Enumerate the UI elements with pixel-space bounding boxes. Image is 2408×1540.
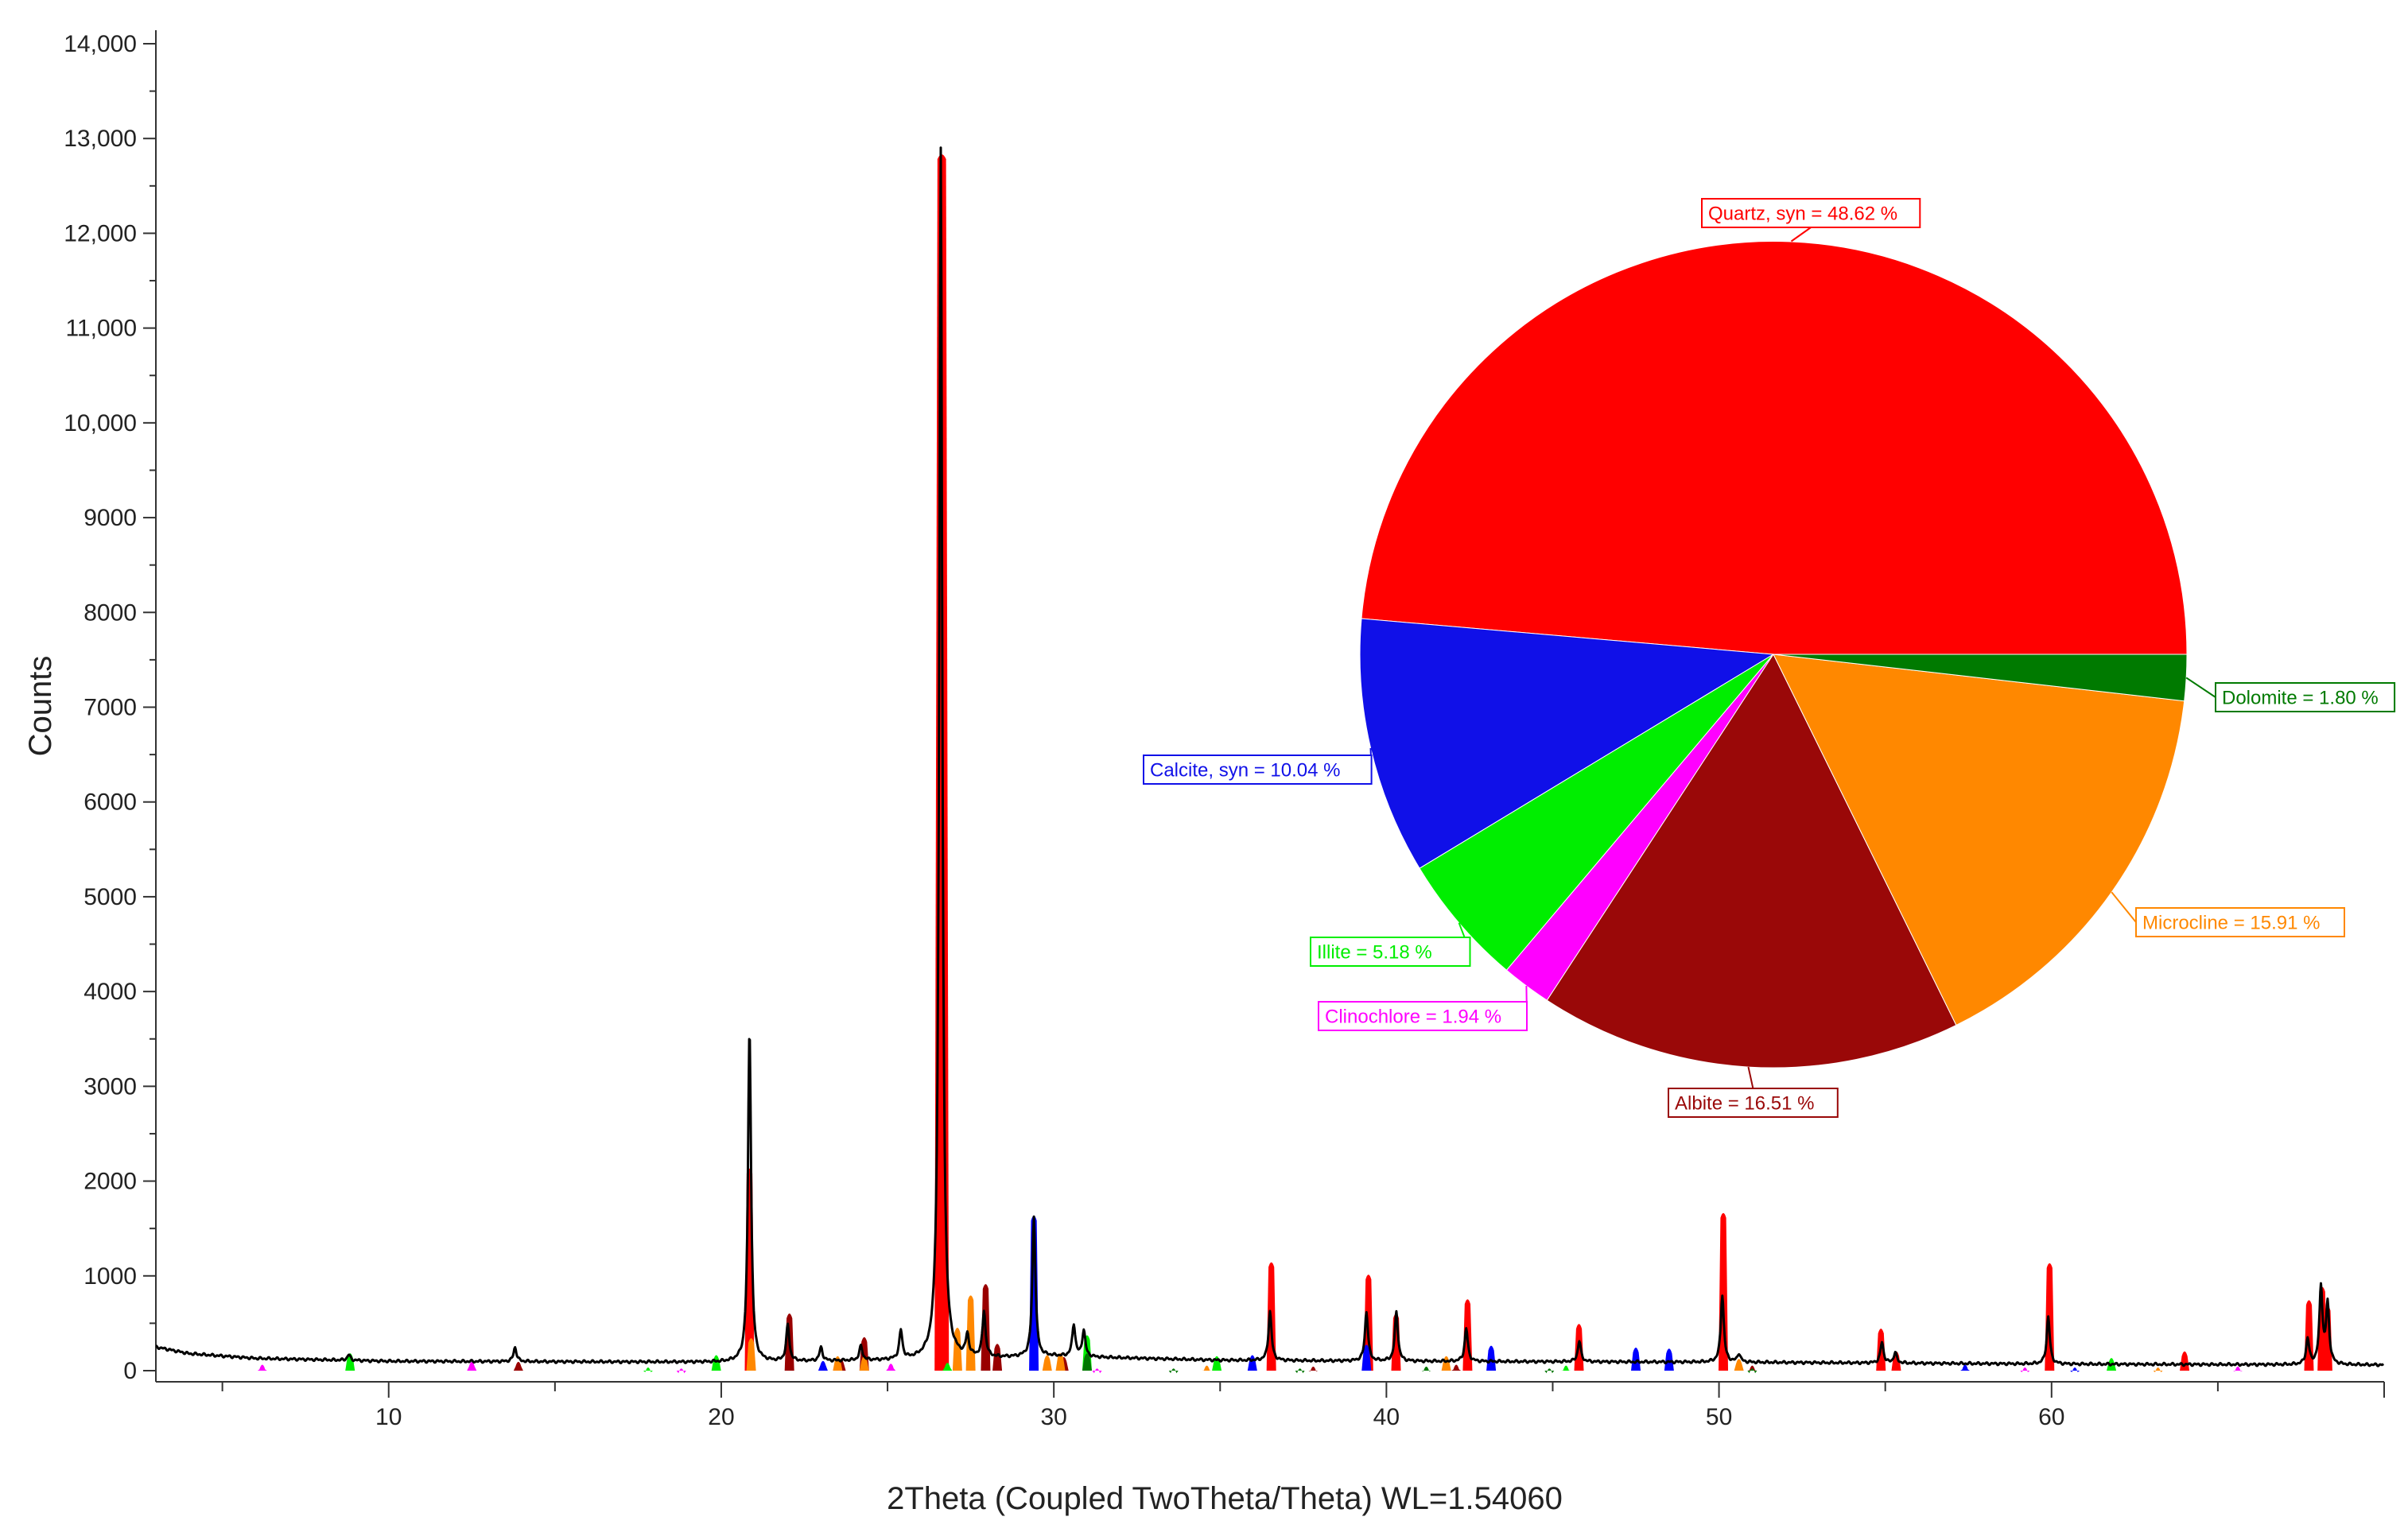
pie-label-box [1143, 754, 1373, 785]
pie-slice [1361, 241, 2188, 655]
pie-leader-line [2111, 891, 2137, 923]
phase-peak-marker [1092, 1368, 1102, 1374]
y-tick-label: 9000 [84, 505, 137, 531]
y-tick-label: 1000 [84, 1263, 137, 1290]
phase-peak-marker [1029, 1216, 1039, 1371]
x-tick-label: 40 [1373, 1404, 1400, 1430]
y-tick-label: 12,000 [64, 220, 137, 246]
y-tick-label: 11,000 [65, 316, 137, 342]
phase-peak-marker [1202, 1365, 1212, 1371]
phase-peak-marker [1960, 1364, 1971, 1371]
x-tick-label: 50 [1706, 1404, 1732, 1430]
phase-peak-marker [1631, 1348, 1641, 1371]
phase-peak-marker [1747, 1368, 1757, 1374]
pie-slice-label: Clinochlore = 1.94 % [1325, 1007, 1501, 1028]
y-tick-label: 7000 [84, 695, 137, 721]
phase-peak-marker [1747, 1365, 1757, 1371]
phase-peak-marker [513, 1361, 523, 1371]
phase-peak-marker [1042, 1355, 1052, 1371]
phase-peak-marker [1168, 1368, 1179, 1374]
y-tick-label: 13,000 [64, 126, 137, 152]
pie-leader-line [1747, 1066, 1754, 1089]
phase-peak-marker [2153, 1367, 2163, 1373]
phase-peak-marker [992, 1344, 1003, 1371]
pie-leader-line [1790, 227, 1812, 242]
phase-peak-marker [2232, 1366, 2243, 1371]
phase-peak-marker [1486, 1345, 1497, 1371]
y-axis-title: Counts [23, 656, 58, 757]
y-tick-label: 4000 [84, 979, 137, 1005]
y-tick-label: 8000 [84, 599, 137, 626]
phase-peak-marker [1441, 1356, 1451, 1371]
phase-peak-marker [886, 1364, 896, 1371]
pie-slice-label: Calcite, syn = 10.04 % [1150, 760, 1340, 782]
phase-peak-marker [643, 1367, 653, 1373]
phase-peak-marker [1421, 1366, 1431, 1371]
x-tick-label: 20 [708, 1404, 734, 1430]
pie-slice-label: Microcline = 15.91 % [2142, 913, 2320, 934]
x-axis-title: 2Theta (Coupled TwoTheta/Theta) WL=1.540… [887, 1481, 1563, 1516]
pie-label-box [1668, 1088, 1839, 1118]
pie-label-box [2135, 907, 2345, 937]
phase-peak-marker [1212, 1356, 1222, 1371]
phase-peak-marker [1561, 1365, 1571, 1371]
phase-peak-marker [1308, 1366, 1319, 1371]
phase-peak-marker [1544, 1368, 1555, 1374]
phase-peak-marker [818, 1360, 828, 1371]
y-ticks: 0 1000 2000 3000 4000 5000 6000 7000 8000 9000 10,… [64, 31, 156, 1384]
x-tick-label: 10 [375, 1404, 402, 1430]
phase-peak-marker [2180, 1351, 2190, 1371]
phase-peak-marker [1082, 1353, 1092, 1371]
y-tick-label: 3000 [84, 1073, 137, 1100]
pie-slice-label: Dolomite = 1.80 % [2222, 688, 2379, 709]
y-tick-label: 2000 [84, 1169, 137, 1195]
pie-leader-line [2185, 677, 2216, 698]
pie-slice [1546, 653, 1957, 1069]
y-tick-label: 6000 [84, 789, 137, 816]
phase-composition-pie: Quartz, syn = 48.62 % Calcite, syn = 10.0… [1143, 198, 2396, 1118]
pie-slice-label: Illite = 5.18 % [1317, 942, 1432, 964]
pattern-axes: 0 1000 2000 3000 4000 5000 6000 7000 8000 9000 10,… [64, 30, 2385, 1430]
phase-peak-marker [2304, 1300, 2314, 1371]
measured-pattern-line [155, 146, 2385, 1367]
pie-label-box [2215, 682, 2396, 712]
phase-peak-marker [1361, 1344, 1372, 1371]
x-tick-label: 60 [2038, 1404, 2064, 1430]
y-tick-label: 14,000 [64, 31, 137, 57]
phase-peak-marker [942, 1363, 953, 1371]
x-ticks: 10 20 30 40 50 60 [221, 1382, 2385, 1430]
phase-peak-marker [257, 1364, 267, 1371]
pie-slice-label: Albite = 16.51 % [1675, 1093, 1814, 1115]
pie-label-box [1318, 1001, 1528, 1031]
phase-peak-marker [467, 1361, 477, 1371]
pie-slice [1773, 654, 2188, 702]
phase-peak-marker [1295, 1368, 1305, 1374]
phase-peak-marker [1055, 1353, 1066, 1371]
pie-slice [1419, 654, 1774, 972]
pie-slice-label: Quartz, syn = 48.62 % [1708, 204, 1897, 225]
x-tick-label: 30 [1040, 1404, 1066, 1430]
phase-peak-marker [746, 1338, 756, 1371]
phase-peak-marker [1664, 1348, 1674, 1371]
phase-peak-marker [676, 1368, 686, 1374]
y-tick-label: 5000 [84, 884, 137, 910]
phase-peak-marker [711, 1355, 721, 1371]
y-tick-label: 10,000 [64, 410, 137, 436]
y-tick-label: 0 [123, 1358, 137, 1384]
pie-label-box [1701, 198, 1921, 228]
pie-label-box [1310, 937, 1471, 967]
phase-peak-marker [2070, 1367, 2080, 1373]
phase-peak-marker [1734, 1359, 1744, 1371]
phase-peak-marker [1451, 1364, 1462, 1371]
phase-peak-marker [2020, 1367, 2030, 1373]
